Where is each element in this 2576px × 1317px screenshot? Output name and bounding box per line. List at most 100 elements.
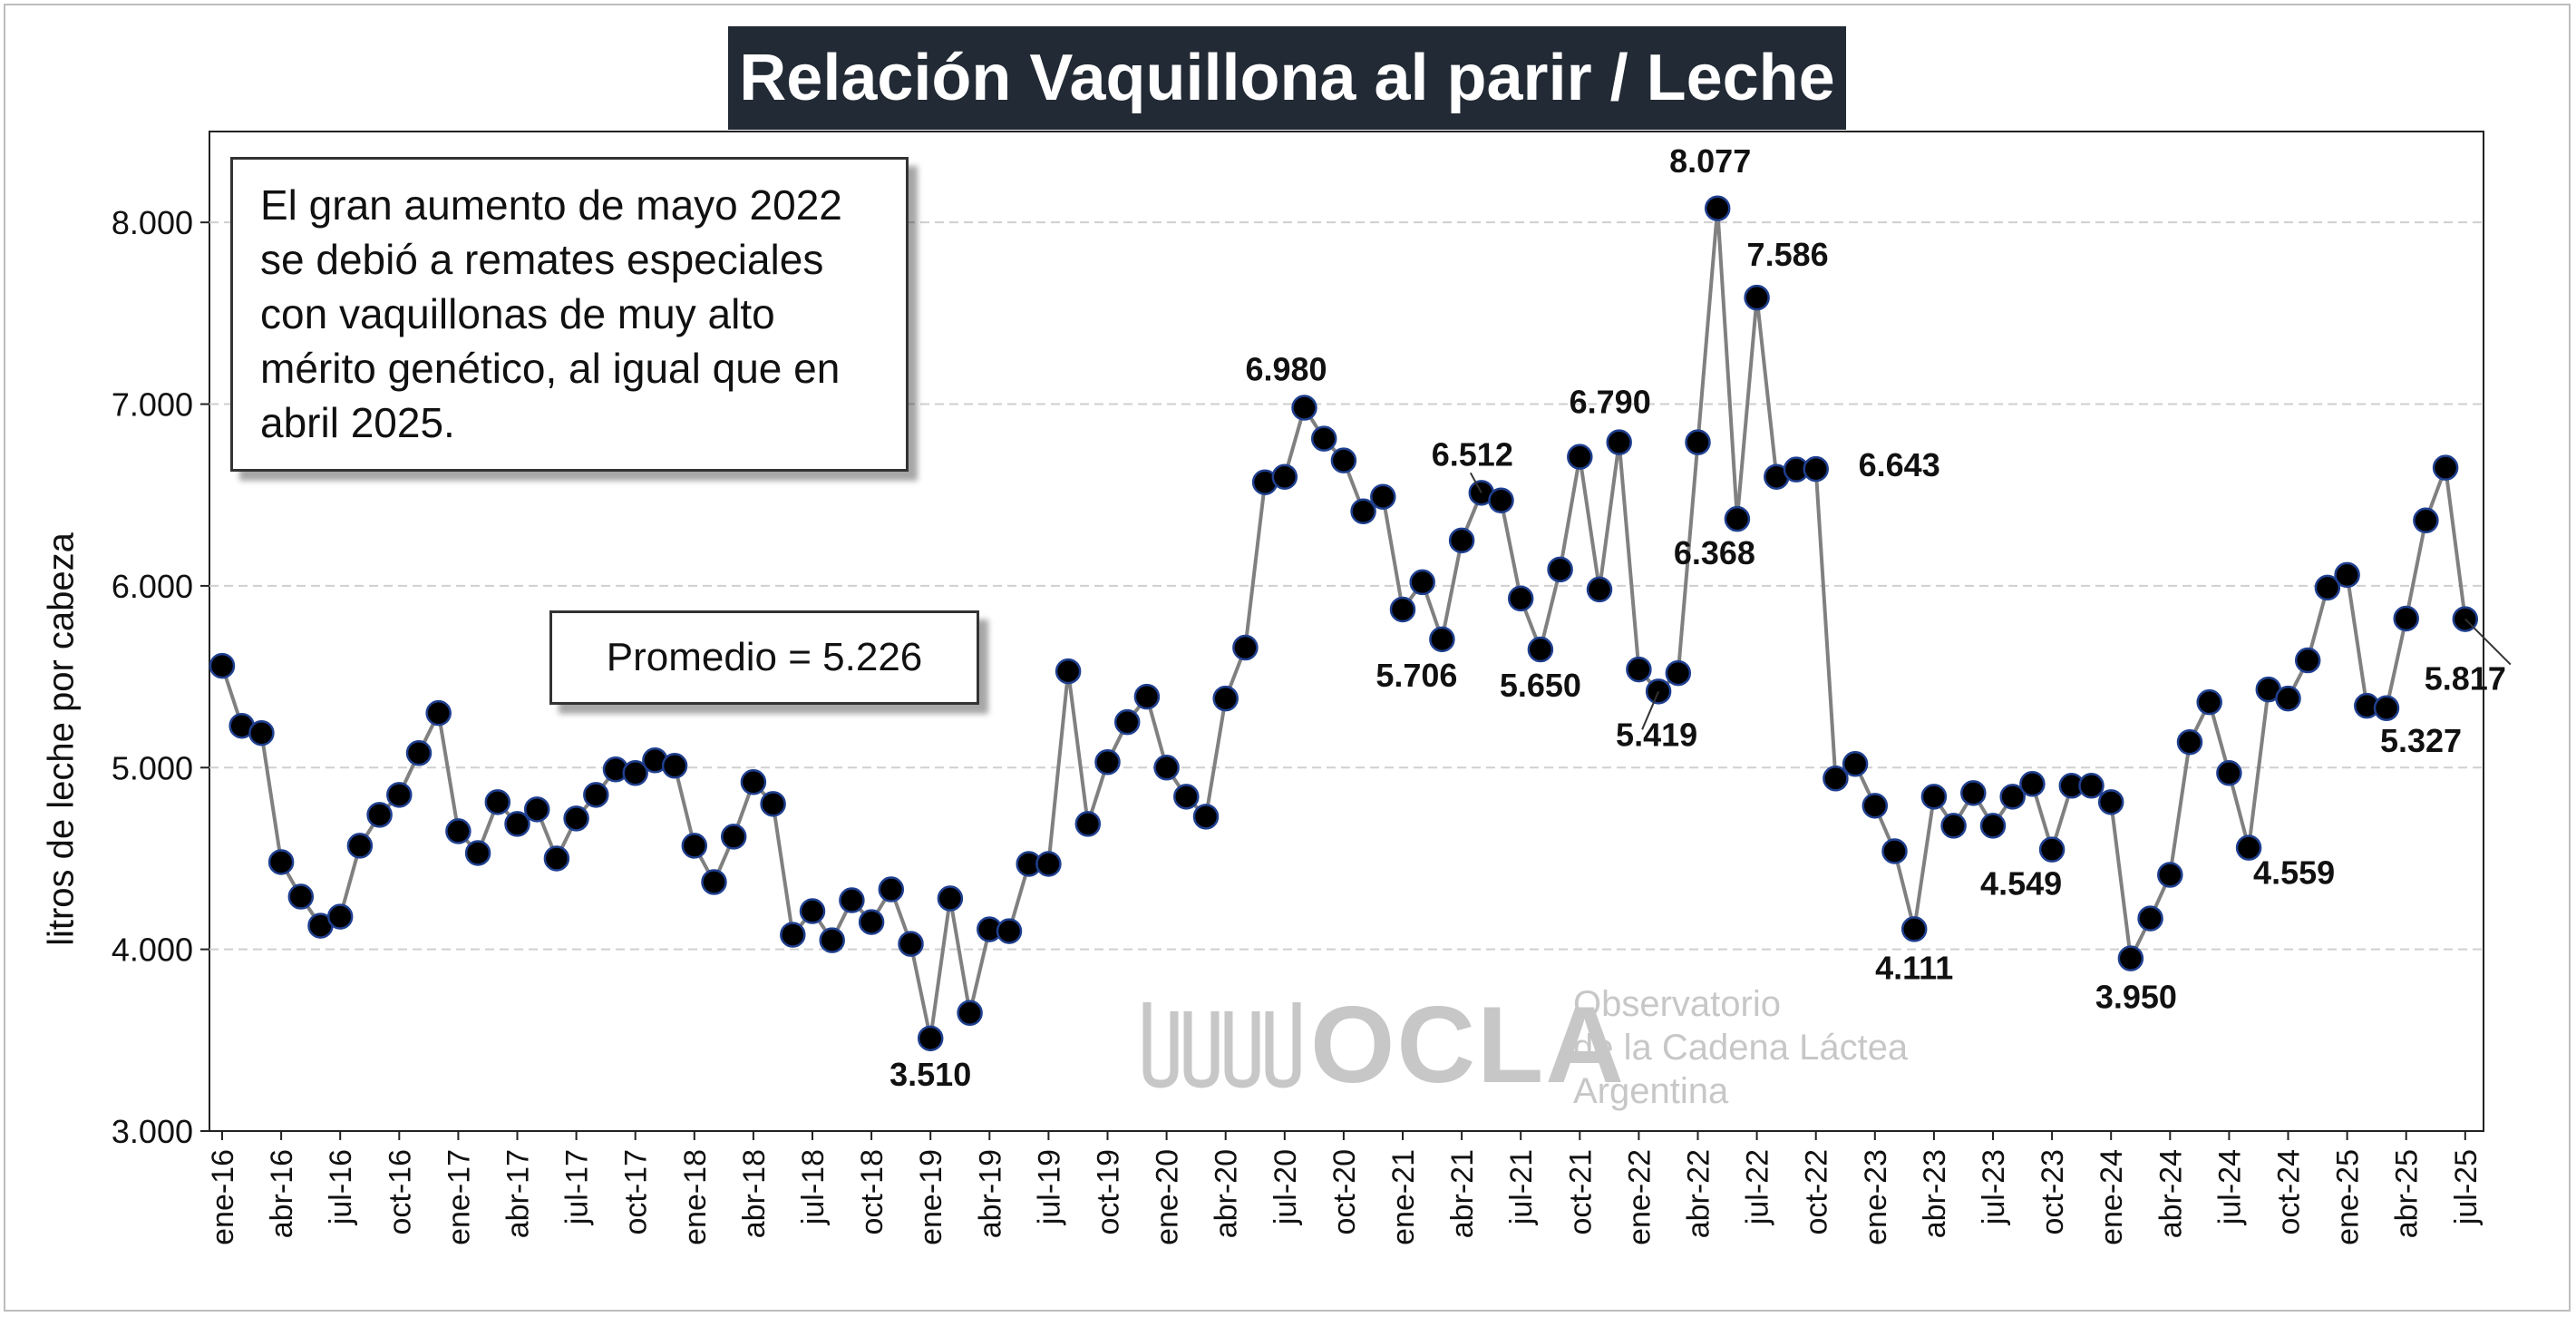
label-leader	[1469, 472, 1482, 493]
x-tick-label: oct-22	[1800, 1149, 1834, 1235]
data-label: 5.327	[2380, 722, 2462, 759]
data-label: 5.706	[1375, 657, 1457, 694]
x-tick-label: jul-17	[560, 1149, 595, 1225]
y-tick-label: 4.000	[112, 932, 193, 969]
data-point	[484, 789, 511, 815]
data-point	[1370, 483, 1396, 510]
x-tick-label: ene-21	[1386, 1149, 1421, 1245]
data-point	[504, 811, 530, 837]
data-point	[2432, 454, 2459, 481]
data-point	[1626, 656, 1652, 683]
data-point	[1192, 804, 1220, 830]
data-point	[898, 931, 924, 957]
data-point	[740, 769, 767, 795]
x-tick-label: oct-20	[1327, 1149, 1362, 1235]
data-label: 4.111	[1875, 949, 1953, 986]
data-point	[681, 833, 708, 859]
y-tick-label: 5.000	[112, 749, 193, 786]
x-tick-label: abr-22	[1682, 1149, 1716, 1238]
data-label: 6.368	[1674, 534, 1755, 571]
data-point	[405, 739, 433, 766]
data-point	[1173, 784, 1200, 810]
data-label: 6.643	[1859, 446, 1940, 483]
data-point	[1862, 793, 1889, 819]
data-point	[1074, 811, 1102, 837]
data-point	[1704, 195, 1731, 222]
data-point	[2196, 688, 2222, 716]
annotation-note: El gran aumento de mayo 2022 se debió a …	[230, 157, 909, 472]
data-point	[2176, 728, 2203, 756]
data-point	[1488, 487, 1514, 513]
x-tick-label: jul-23	[1977, 1149, 2011, 1225]
data-point	[2373, 695, 2400, 722]
data-point	[780, 922, 806, 948]
data-point	[839, 887, 865, 913]
data-point	[2334, 561, 2360, 589]
data-point	[445, 818, 471, 844]
data-point	[267, 849, 295, 875]
data-point	[1310, 425, 1337, 452]
data-point	[1133, 683, 1161, 710]
data-point	[248, 719, 275, 746]
ocla-logo-icon	[1142, 1002, 1301, 1088]
x-tick-label: ene-19	[914, 1149, 948, 1245]
x-tick-label: ene-23	[1859, 1149, 1893, 1245]
data-label: 4.559	[2253, 854, 2335, 892]
data-point	[346, 833, 374, 859]
x-tick-label: jul-19	[1032, 1149, 1066, 1225]
data-point	[799, 898, 826, 924]
data-point	[2157, 862, 2183, 888]
data-point	[2216, 760, 2242, 786]
data-point	[425, 699, 452, 727]
x-tick-label: jul-24	[2212, 1149, 2247, 1225]
data-label: 6.980	[1245, 351, 1327, 388]
x-tick-label: ene-18	[678, 1149, 713, 1245]
data-point	[1330, 447, 1357, 473]
average-label: Promedio = 5.226	[549, 610, 979, 705]
x-tick-label: abr-17	[501, 1149, 536, 1238]
data-label: 5.817	[2425, 660, 2506, 698]
data-point	[1606, 429, 1632, 455]
data-point	[661, 753, 688, 779]
data-label: 6.512	[1432, 435, 1513, 473]
data-label: 8.077	[1669, 142, 1751, 180]
data-point	[1094, 749, 1121, 776]
x-tick-label: oct-18	[855, 1149, 889, 1235]
data-point	[2275, 685, 2301, 712]
data-point	[1920, 784, 1948, 810]
x-tick-label: oct-24	[2272, 1149, 2307, 1235]
data-point	[2294, 647, 2321, 674]
x-tick-label: jul-20	[1269, 1149, 1303, 1225]
y-tick-label: 8.000	[112, 204, 193, 241]
x-tick-label: oct-17	[619, 1149, 654, 1235]
data-point	[464, 840, 491, 866]
x-tick-label: oct-16	[383, 1149, 417, 1235]
data-point	[1960, 780, 1987, 806]
y-tick-label: 7.000	[112, 386, 193, 424]
data-point	[1842, 751, 1869, 777]
data-point	[1389, 596, 1416, 623]
data-point	[2413, 507, 2439, 534]
data-point	[760, 791, 786, 817]
data-point	[523, 796, 550, 823]
x-tick-label: jul-18	[796, 1149, 831, 1225]
data-point	[366, 802, 393, 828]
data-point	[1940, 813, 1967, 839]
data-point	[1999, 784, 2026, 810]
data-point	[957, 1000, 983, 1027]
data-label: 5.650	[1500, 667, 1581, 704]
x-tick-label: abr-16	[265, 1149, 299, 1238]
x-tick-label: abr-25	[2390, 1149, 2425, 1238]
x-tick-label: ene-16	[206, 1149, 240, 1245]
data-point	[2314, 574, 2341, 601]
y-tick-label: 3.000	[112, 1113, 193, 1150]
data-point	[209, 652, 236, 679]
x-tick-label: abr-19	[973, 1149, 1007, 1238]
data-point	[701, 869, 727, 895]
data-point	[287, 883, 315, 910]
data-point	[1527, 636, 1554, 663]
data-point	[1271, 463, 1298, 490]
x-tick-label: abr-23	[1918, 1149, 1952, 1238]
x-tick-label: ene-24	[2095, 1149, 2129, 1245]
